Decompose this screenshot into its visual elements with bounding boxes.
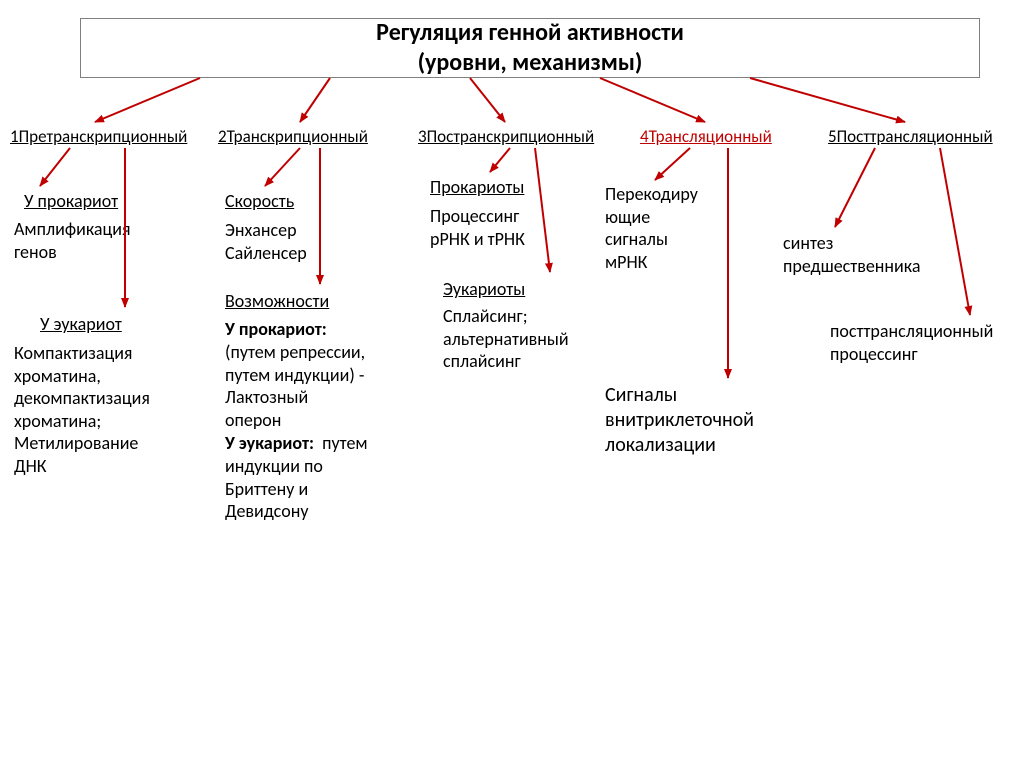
arrow (940, 148, 970, 315)
arrows-layer (0, 0, 1024, 767)
block-euk1_t: Компактизация хроматина, декомпактизация… (14, 342, 150, 477)
title-box: Регуляция генной активности (уровни, мех… (80, 18, 980, 78)
arrow (750, 78, 905, 122)
arrow (835, 148, 875, 227)
block-sig4a: Перекодиру ющие сигналы мРНК (605, 183, 698, 273)
level-lvl2: 2Транскрипционный (218, 126, 398, 147)
block-p5b: посттрансляционный процессинг (830, 320, 993, 365)
block-speed_t: Энхансер Сайленсер (225, 219, 307, 264)
block-poss_h: Возможности (225, 290, 329, 313)
arrow (265, 148, 300, 186)
level-lvl3: 3Постранскрипционный (418, 126, 628, 147)
block-euk3_h: Эукариоты (443, 278, 525, 301)
block-poss_pt: (путем репрессии, путем индукции) - Лакт… (225, 341, 365, 431)
arrow (600, 78, 705, 122)
block-poss_p: У прокариот: (225, 318, 327, 341)
block-sig4b: Сигналы внитриклеточной локализации (605, 383, 754, 458)
arrow (470, 78, 505, 122)
block-euk3_t: Сплайсинг; альтернативный сплайсинг (443, 305, 569, 373)
arrow (40, 148, 70, 186)
level-lvl4: 4Трансляционный (640, 126, 810, 147)
arrow (95, 78, 200, 122)
block-prok1_t: Амплификация генов (14, 218, 131, 263)
arrow (490, 148, 510, 172)
block-poss_et: индукции по Бриттену и Девидсону (225, 455, 323, 523)
level-lvl1: 1Претранскрипционный (10, 126, 210, 147)
block-prok1_h: У прокариот (24, 190, 118, 213)
level-lvl5: 5Посттрансляционный (828, 126, 1024, 147)
block-prok3_h: Прокариоты (430, 176, 524, 199)
arrow (655, 148, 690, 180)
block-euk1_h: У эукариот (40, 313, 122, 336)
title-line-1: Регуляция генной активности (81, 18, 979, 48)
block-poss_e: У эукариот: путем (225, 432, 368, 455)
block-speed_h: Скорость (225, 190, 294, 213)
block-p5a: синтез предшественника (783, 232, 921, 277)
arrow (300, 78, 330, 122)
arrow (535, 148, 550, 272)
title-line-2: (уровни, механизмы) (81, 48, 979, 78)
block-prok3_t: Процессинг рРНК и тРНК (430, 205, 525, 250)
